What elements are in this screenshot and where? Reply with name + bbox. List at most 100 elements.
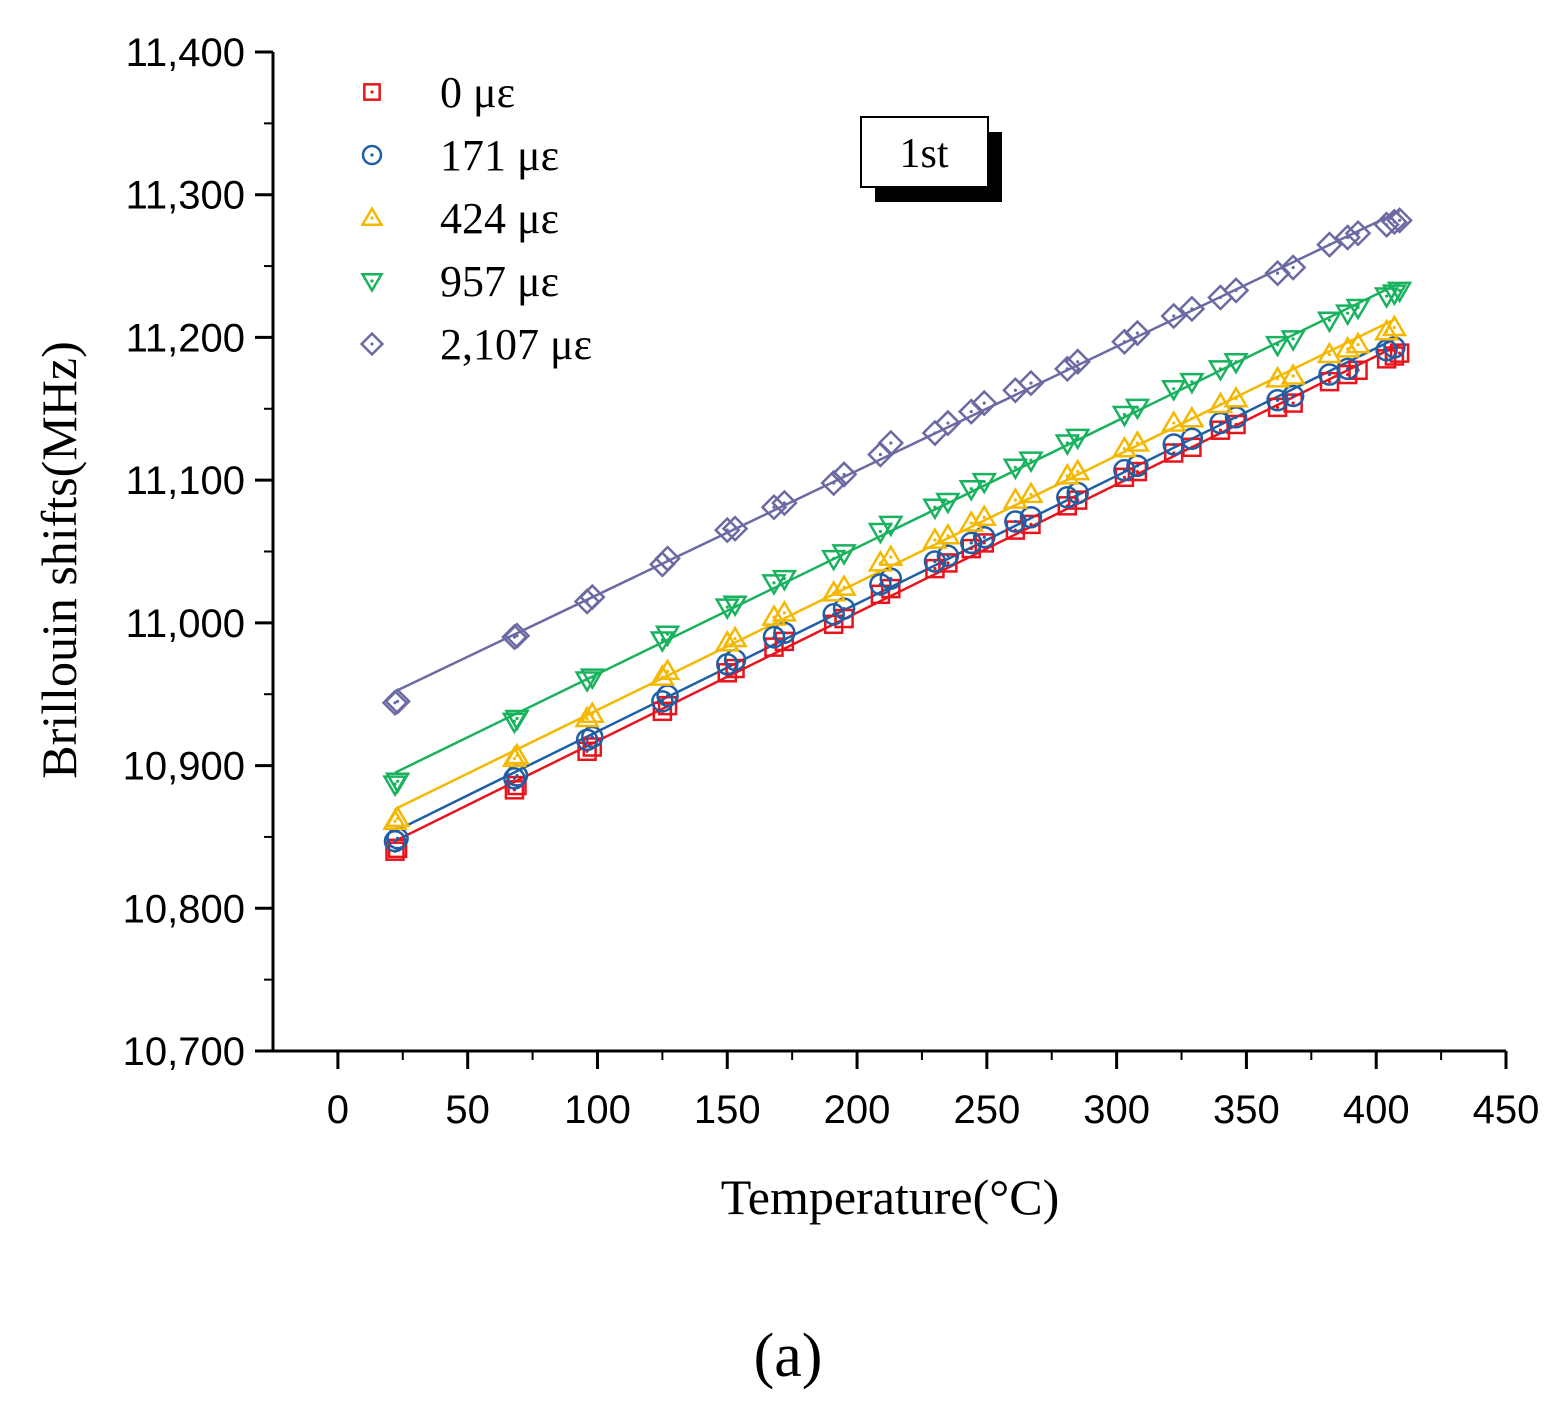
marker-shape	[504, 709, 530, 732]
marker-shape	[1018, 481, 1044, 504]
marker-center-dot	[1013, 465, 1017, 469]
x-tick-label: 100	[564, 1088, 631, 1132]
marker-center-dot	[725, 605, 729, 609]
marker-center-dot	[1172, 314, 1176, 318]
legend: 0 με 171 με 424 με 957 με 2,107 με	[359, 68, 592, 369]
marker-shape	[878, 544, 904, 566]
annotation-box-frame	[860, 116, 989, 188]
data-point-triangle-up	[1161, 410, 1187, 432]
marker-shape	[760, 493, 788, 521]
marker-shape	[384, 688, 411, 715]
marker-shape	[771, 489, 798, 517]
marker-shape	[1279, 254, 1307, 281]
data-point-circle	[972, 525, 996, 549]
fit-line-square	[394, 343, 1401, 843]
x-axis-title: Temperature(°C)	[721, 1169, 1060, 1225]
marker-center-dot	[1076, 491, 1080, 495]
marker-center-dot	[1392, 325, 1396, 330]
data-point-triangle-down	[1386, 281, 1413, 304]
marker-center-dot	[946, 499, 950, 504]
data-point-triangle-up	[1316, 341, 1343, 364]
marker-center-dot	[1122, 447, 1127, 451]
data-point-circle	[960, 531, 983, 555]
data-point-diamond	[1344, 219, 1372, 247]
marker-shape	[830, 461, 858, 488]
marker-center-dot	[982, 541, 986, 545]
marker-center-dot	[982, 479, 986, 484]
marker-shape	[1386, 207, 1413, 234]
marker-center-dot	[933, 559, 937, 564]
marker-center-dot	[946, 421, 950, 425]
marker-shape	[363, 83, 381, 101]
marker-shape	[1334, 335, 1361, 358]
data-point-triangle-down	[922, 498, 948, 521]
marker-center-dot	[1190, 307, 1194, 311]
data-point-diamond	[877, 429, 905, 457]
data-point-triangle-down	[1316, 311, 1343, 334]
marker-shape	[821, 579, 847, 602]
x-tick-label: 350	[1213, 1088, 1280, 1132]
data-point-triangle-up	[1124, 430, 1151, 452]
marker-shape	[1222, 277, 1250, 304]
legend-marker-triangle-down	[360, 273, 384, 293]
marker-center-dot	[1172, 387, 1176, 391]
marker-shape	[1065, 428, 1091, 451]
marker-shape	[831, 574, 857, 596]
data-point-triangle-down	[771, 569, 798, 592]
marker-center-dot	[933, 538, 937, 542]
marker-center-dot	[370, 153, 374, 157]
marker-center-dot	[889, 555, 893, 559]
data-point-triangle-up	[1018, 481, 1044, 504]
data-point-triangle-up	[1223, 385, 1249, 408]
x-tick-label: 450	[1473, 1088, 1540, 1132]
marker-center-dot	[782, 611, 786, 615]
marker-shape	[361, 144, 383, 166]
marker-center-dot	[1013, 388, 1017, 392]
y-tick-label: 11,000	[126, 602, 245, 646]
marker-center-dot	[982, 535, 986, 539]
marker-shape	[1178, 295, 1206, 323]
y-tick-label: 11,100	[126, 459, 245, 503]
marker-center-dot	[1346, 311, 1350, 315]
marker-shape	[722, 625, 748, 648]
data-point-triangle-up	[654, 658, 681, 681]
marker-center-dot	[1356, 305, 1360, 310]
data-point-triangle-down	[384, 772, 411, 795]
marker-shape	[1019, 505, 1043, 529]
marker-center-dot	[1275, 342, 1280, 347]
marker-shape	[878, 515, 904, 538]
marker-shape	[771, 569, 798, 592]
data-point-triangle-down	[1334, 304, 1361, 327]
marker-center-dot	[889, 577, 893, 581]
data-point-triangle-down	[878, 515, 904, 538]
marker-center-dot	[1029, 381, 1033, 385]
data-point-circle	[503, 767, 526, 790]
marker-center-dot	[1218, 421, 1223, 425]
marker-center-dot	[1291, 337, 1295, 341]
data-point-diamond	[820, 469, 847, 497]
data-point-triangle-down	[821, 549, 847, 572]
x-tick-label: 150	[694, 1088, 761, 1132]
data-point-diamond	[579, 583, 606, 611]
annotation-label: 1st	[899, 131, 948, 177]
marker-center-dot	[1122, 468, 1127, 472]
data-point-circle	[1281, 384, 1305, 408]
marker-shape	[1381, 314, 1408, 337]
marker-center-dot	[1076, 469, 1080, 474]
marker-shape	[1381, 284, 1408, 307]
legend-label: 957 με	[440, 257, 559, 306]
data-point-triangle-down	[1179, 372, 1205, 395]
marker-shape	[762, 625, 786, 649]
data-markers	[381, 207, 1413, 861]
marker-center-dot	[395, 816, 400, 820]
marker-shape	[384, 772, 411, 795]
x-tick-label: 200	[824, 1088, 891, 1132]
data-point-circle	[1004, 510, 1027, 533]
marker-shape	[573, 588, 601, 615]
data-point-diamond	[654, 545, 681, 572]
data-point-circle	[923, 550, 947, 573]
marker-shape	[960, 531, 983, 555]
marker-center-dot	[782, 577, 786, 581]
legend-label: 0 με	[440, 68, 515, 117]
marker-shape	[1018, 451, 1044, 474]
